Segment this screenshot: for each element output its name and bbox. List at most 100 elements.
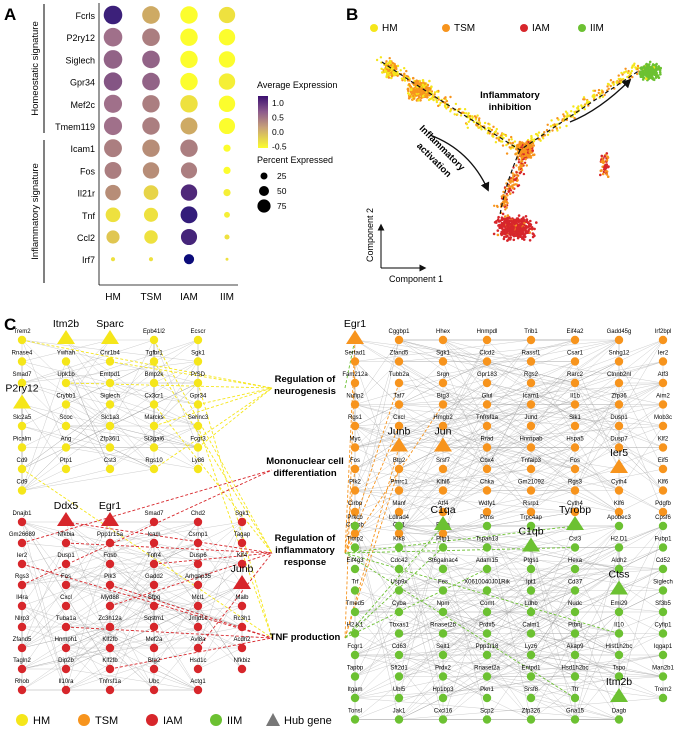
gene-node <box>105 580 115 590</box>
go-link <box>65 382 273 389</box>
cell-point <box>513 178 516 181</box>
cell-point <box>641 74 644 77</box>
cell-point <box>426 83 430 87</box>
network-edge <box>442 633 532 656</box>
legend-swatch <box>78 714 90 726</box>
gene-node <box>570 693 580 703</box>
cell-point <box>415 79 419 82</box>
go-link <box>344 525 576 554</box>
cell-point <box>529 219 532 223</box>
node-layer: Trem2 Itm2b Sparc Epb41l2 Ecscr Rnase4 Ywhah Cn… <box>5 318 675 724</box>
size-legend-tick: 75 <box>277 201 287 211</box>
cell-point <box>561 119 564 122</box>
cell-point <box>633 62 636 65</box>
gene-node <box>193 443 203 452</box>
gene-node <box>526 507 536 517</box>
gene-node <box>614 543 624 552</box>
gene-label: Upk1b <box>57 372 75 378</box>
network-edge <box>197 647 243 670</box>
cell-point <box>474 118 478 121</box>
network-edge <box>398 490 488 513</box>
cell-point <box>522 226 525 229</box>
cell-point <box>516 184 520 188</box>
legend-label: IIM <box>227 715 242 727</box>
gene-label: Fes <box>438 580 448 586</box>
gene-node <box>61 538 71 548</box>
gene-label: Hexa <box>568 558 583 564</box>
gene-node <box>394 464 404 474</box>
gene-node <box>193 622 203 632</box>
cell-point <box>500 216 504 219</box>
cell-point <box>528 224 532 227</box>
hub-gene-node <box>346 330 364 344</box>
gene-node <box>526 693 536 703</box>
cell-point <box>583 108 586 111</box>
gene-node <box>658 443 668 452</box>
cell-point <box>399 69 402 72</box>
gene-label: Dusp1 <box>57 553 75 559</box>
cell-point <box>496 218 500 221</box>
gene-label: Ppp1r18 <box>476 644 499 650</box>
cell-point <box>647 64 650 67</box>
gene-node <box>149 622 159 632</box>
cell-point <box>467 120 470 124</box>
cell-point <box>496 229 500 232</box>
network-edge <box>398 568 620 677</box>
gene-node <box>526 335 536 345</box>
cell-point <box>415 90 418 93</box>
panel-label-c: C <box>4 315 16 334</box>
cell-point <box>565 115 569 119</box>
cell-point <box>480 128 483 131</box>
cell-point <box>501 212 505 216</box>
gene-node <box>105 643 115 653</box>
gene-label: Sqstm1 <box>144 616 165 622</box>
gene-node <box>105 421 115 431</box>
expression-dot <box>148 257 154 262</box>
network-edge <box>21 542 67 691</box>
cell-point <box>503 235 506 239</box>
gene-node <box>482 443 492 452</box>
cell-point <box>573 112 577 116</box>
gene-node <box>526 650 536 660</box>
gene-label: Jmjd1c <box>188 616 207 622</box>
cell-point <box>492 232 496 236</box>
go-link <box>65 542 273 554</box>
cell-point <box>517 161 521 164</box>
gene-label: Il1b <box>570 394 580 400</box>
column-label: HM <box>105 292 121 303</box>
cell-point <box>468 115 472 118</box>
cell-point <box>526 153 529 157</box>
gene-node <box>350 421 360 431</box>
go-link <box>65 626 273 639</box>
cell-point <box>501 140 504 143</box>
cell-point <box>604 166 608 170</box>
network-edge <box>109 563 199 628</box>
gene-label: Hnmph1 <box>55 637 78 643</box>
gene-label: Hnrnpab <box>519 437 543 443</box>
cell-point <box>522 150 526 154</box>
cell-point <box>628 73 632 76</box>
gene-label: Fos <box>570 458 580 464</box>
cell-point <box>472 120 476 124</box>
gene-node <box>350 443 360 452</box>
network-edge <box>354 361 664 448</box>
gene-label: Hp1bp3 <box>432 687 454 693</box>
cell-point <box>612 83 615 87</box>
cell-point <box>523 218 526 222</box>
gene-label: Csar1 <box>567 351 584 357</box>
cell-point <box>521 156 524 159</box>
gene-label: Rarc2 <box>567 372 584 378</box>
gene-label: Trf <box>351 580 358 586</box>
cell-point <box>514 152 517 156</box>
gene-label: Sgk1 <box>436 351 450 357</box>
network-edge <box>65 521 111 565</box>
gene-label: Irf7 <box>82 255 95 265</box>
cell-point <box>496 132 499 135</box>
expression-dot <box>103 27 123 47</box>
cell-point <box>648 60 652 64</box>
gene-label: Il10 <box>614 623 624 629</box>
cell-point <box>387 69 391 72</box>
gene-node <box>350 629 360 638</box>
expression-dot <box>142 50 160 69</box>
